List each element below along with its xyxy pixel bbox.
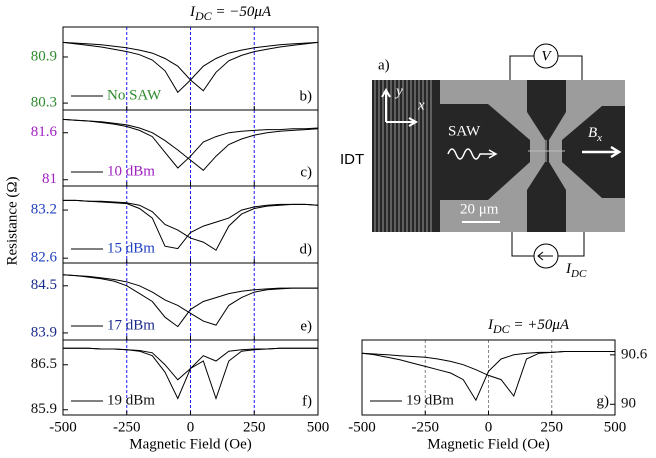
x-tick-label: 250 [541,419,564,435]
legend-label: 19 dBm [107,392,155,408]
curve [63,347,318,401]
y-tick-label: 86.5 [31,356,57,372]
y-axis-label: Resistance (Ω) [4,176,20,265]
voltmeter-label: V [541,48,552,64]
saw-wave [447,148,498,160]
x-tick-label: -500 [348,419,376,435]
field-arrow [582,145,622,159]
curve [361,351,615,398]
title-subscript: DC [492,322,511,336]
title-symbol: I [487,317,494,333]
current-symbol: I [565,261,572,277]
panel-label: d) [300,241,313,257]
y-tick-label: 82.6 [31,250,58,266]
panel-label: b) [300,88,313,104]
curve [63,199,319,250]
panel-label: c) [300,164,312,180]
voltmeter [533,43,559,69]
curve [62,274,318,326]
title-text: = −50μA [212,4,272,20]
title-symbol: I [189,4,196,20]
y-tick-label: 90.6 [621,346,648,362]
scale-label: 20 μm [460,201,499,217]
legend-label: 17 dBm [107,317,155,333]
current-label: IDC [565,261,587,279]
idt-fingers [374,80,432,232]
wire-bottom [511,232,585,257]
field-symbol: B [588,125,597,141]
current-subscript: DC [570,268,587,280]
gap-left [440,104,530,200]
title-text: = +50μA [510,317,570,333]
title-subscript: DC [194,9,213,23]
axes-arrows [381,87,419,127]
panel-label: f) [302,393,312,409]
y-tick-label: 84.5 [31,277,57,293]
curve [62,118,319,171]
x-tick-label: -250 [412,419,440,435]
y-tick-label: 83.9 [31,324,57,340]
x-tick-label: 0 [485,419,493,435]
x-tick-label: -500 [49,419,77,435]
y-tick-label: 80.9 [31,48,57,64]
y-tick-label: 90 [621,396,636,412]
panel-label: a) [378,57,390,73]
y-tick-label: 81 [42,171,57,187]
x-axis-label: Magnetic Field (Oe) [427,436,549,452]
idt-label: IDT [340,151,364,168]
x-tick-label: 0 [187,419,195,435]
legend-label: 10 dBm [107,163,155,179]
curve [62,41,319,92]
field-label: Bx [588,125,602,143]
saw-label: SAW [448,123,481,139]
micrograph: y x SAW Bx 20 μm V IDC IDT a) [340,43,625,280]
chart-title: IDC = +50μA [487,317,570,335]
axis-y-label: y [394,83,403,99]
y-tick-label: 83.2 [31,202,57,218]
y-tick-label: 81.6 [31,124,58,140]
x-tick-label: 500 [604,419,627,435]
legend-label: 15 dBm [107,240,155,256]
panel-label: g) [597,393,610,409]
wire-top [509,55,583,80]
x-tick-label: 250 [243,419,266,435]
panel-label: e) [300,318,312,334]
axis-x-label: x [417,97,425,113]
legend-label: 19 dBm [406,392,454,408]
curve [62,274,318,328]
legend-label: No SAW [107,87,162,103]
x-tick-label: -250 [113,419,141,435]
curve [63,199,319,251]
field-subscript: x [596,132,602,144]
current-arrow [537,251,553,261]
x-tick-label: 500 [307,419,330,435]
y-tick-label: 80.3 [31,95,57,111]
y-tick-label: 85.9 [31,401,57,417]
curve [62,118,319,169]
x-axis-label: Magnetic Field (Oe) [129,436,251,452]
chart-title: IDC = −50μA [189,4,272,22]
